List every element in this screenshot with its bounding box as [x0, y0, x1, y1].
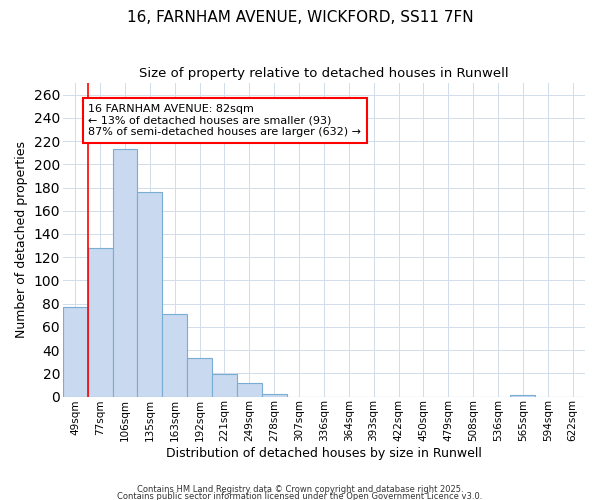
Bar — [113, 149, 137, 396]
Title: Size of property relative to detached houses in Runwell: Size of property relative to detached ho… — [139, 68, 509, 80]
Bar — [237, 382, 262, 396]
Bar — [63, 307, 88, 396]
Bar — [187, 358, 212, 397]
Bar — [262, 394, 287, 396]
Text: Contains public sector information licensed under the Open Government Licence v3: Contains public sector information licen… — [118, 492, 482, 500]
Bar — [88, 248, 113, 396]
Text: 16, FARNHAM AVENUE, WICKFORD, SS11 7FN: 16, FARNHAM AVENUE, WICKFORD, SS11 7FN — [127, 10, 473, 25]
Text: Contains HM Land Registry data © Crown copyright and database right 2025.: Contains HM Land Registry data © Crown c… — [137, 486, 463, 494]
Bar — [162, 314, 187, 396]
X-axis label: Distribution of detached houses by size in Runwell: Distribution of detached houses by size … — [166, 447, 482, 460]
Text: 16 FARNHAM AVENUE: 82sqm
← 13% of detached houses are smaller (93)
87% of semi-d: 16 FARNHAM AVENUE: 82sqm ← 13% of detach… — [88, 104, 361, 137]
Bar — [212, 374, 237, 396]
Bar — [137, 192, 162, 396]
Y-axis label: Number of detached properties: Number of detached properties — [15, 142, 28, 338]
